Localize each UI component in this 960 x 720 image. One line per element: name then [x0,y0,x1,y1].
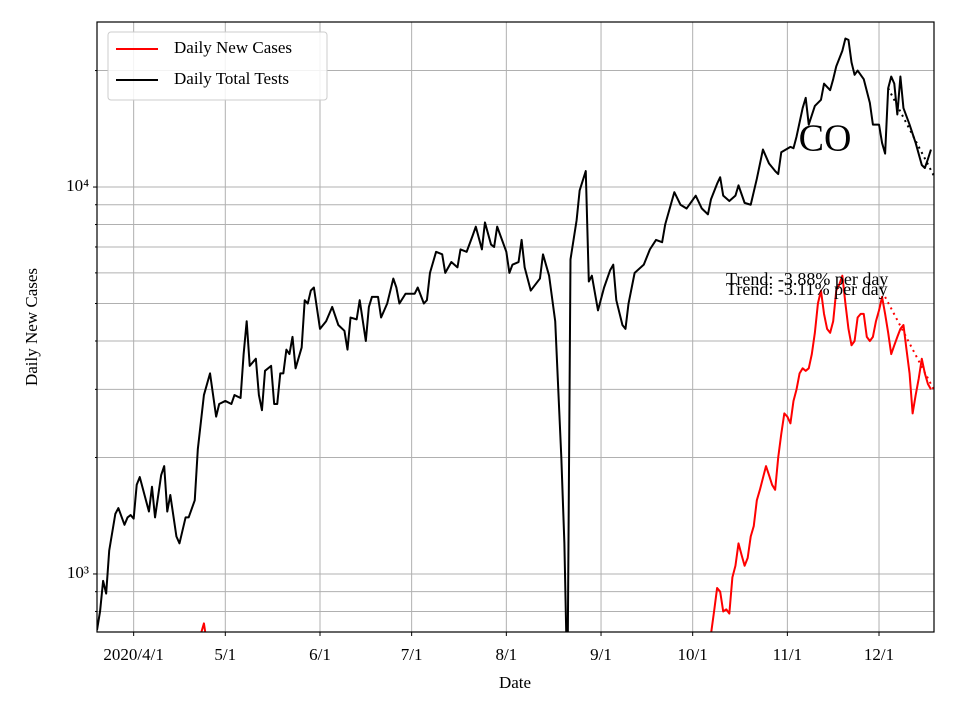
x-axis-label: Date [499,673,531,692]
annotation: CO [799,118,852,160]
trend-line [887,87,934,177]
legend-label: Daily Total Tests [174,69,289,88]
x-tick-label: 7/1 [401,645,423,664]
y-tick-label: 10⁴ [66,176,89,195]
x-tick-label: 12/1 [864,645,894,664]
grid [97,22,934,632]
annotation: Trend: -3.11% per day [726,279,888,299]
x-tick-label: 10/1 [678,645,708,664]
x-tick-label: 11/1 [773,645,803,664]
series-line [97,37,932,632]
x-tick-label: 5/1 [214,645,236,664]
annotation: Trend: -3.88% per day [726,269,888,289]
legend-label: Daily New Cases [174,38,292,57]
legend-box [107,31,328,101]
x-tick-label: 9/1 [590,645,612,664]
plot-frame [96,21,935,633]
y-axis-label: Daily New Cases [22,268,41,386]
y-tick-label: 10³ [67,563,89,582]
plot-lines [97,37,934,632]
x-tick-label: 2020/4/1 [103,645,163,664]
x-tick-label: 8/1 [495,645,517,664]
x-tick-label: 6/1 [309,645,331,664]
series-line [200,274,932,632]
